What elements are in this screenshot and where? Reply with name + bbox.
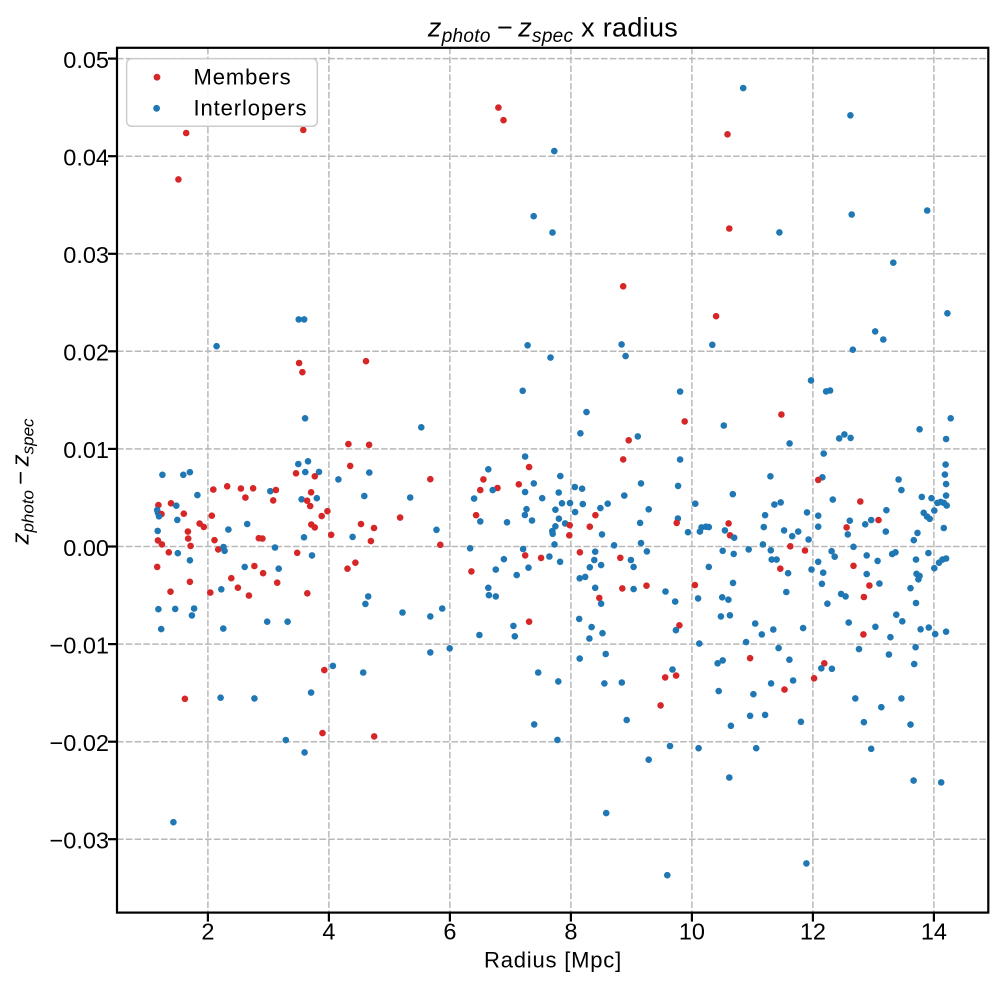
svg-text:12: 12 xyxy=(800,919,826,945)
svg-text:6: 6 xyxy=(443,919,456,945)
svg-text:Members: Members xyxy=(194,65,292,90)
svg-text:0.01: 0.01 xyxy=(63,437,109,463)
svg-text:4: 4 xyxy=(322,919,335,945)
svg-text:0.03: 0.03 xyxy=(63,242,109,268)
svg-text:−0.01: −0.01 xyxy=(50,632,109,658)
svg-text:Interlopers: Interlopers xyxy=(194,96,308,121)
svg-text:0.00: 0.00 xyxy=(63,535,109,561)
svg-text:0.05: 0.05 xyxy=(63,47,109,73)
svg-text:0.04: 0.04 xyxy=(63,145,109,171)
svg-text:−0.03: −0.03 xyxy=(50,828,109,854)
svg-text:−0.02: −0.02 xyxy=(50,730,109,756)
svg-text:8: 8 xyxy=(564,919,577,945)
svg-text:Radius [Mpc]: Radius [Mpc] xyxy=(484,948,622,973)
svg-text:zphoto − zspec x radius: zphoto − zspec x radius xyxy=(427,13,678,48)
svg-text:10: 10 xyxy=(679,919,705,945)
svg-text:2: 2 xyxy=(201,919,214,945)
svg-text:0.02: 0.02 xyxy=(63,340,109,366)
svg-text:14: 14 xyxy=(921,919,947,945)
